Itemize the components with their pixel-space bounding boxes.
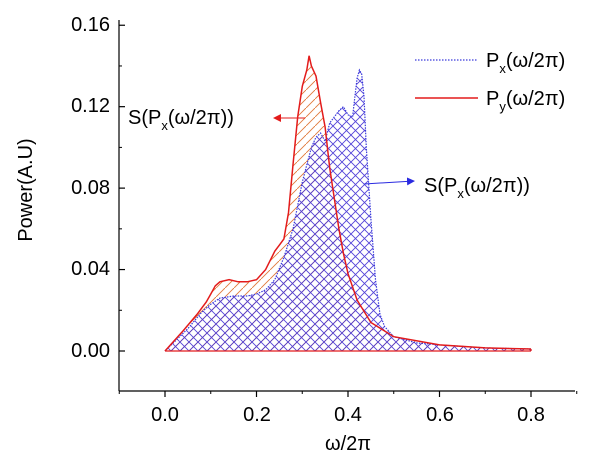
py-series-line: [164, 55, 532, 352]
legend-label-py: Py(ω/2π): [486, 88, 565, 114]
legend: Px(ω/2π) Py(ω/2π): [415, 50, 565, 114]
x-tick-label: 0.0: [151, 404, 179, 426]
x-tick-label: 0.8: [517, 404, 545, 426]
y-tick-label: 0.00: [71, 340, 110, 362]
x-tick-label: 0.2: [243, 404, 271, 426]
axis-ticks: [118, 24, 578, 397]
px-area-fill: [165, 70, 531, 351]
px-series-line: [164, 68, 532, 352]
x-tick-label: 0.4: [334, 404, 362, 426]
legend-label-px: Px(ω/2π): [486, 50, 565, 76]
annotation-left-label: S(Px(ω/2π)): [128, 107, 234, 133]
x-tick-label: 0.6: [426, 404, 454, 426]
y-tick-label: 0.08: [71, 177, 110, 199]
annotation-left: S(Px(ω/2π)): [128, 107, 305, 133]
annotation-right-arrow: [363, 177, 415, 186]
y-tick-label: 0.16: [71, 14, 110, 36]
annotation-right-label: S(Px(ω/2π)): [424, 175, 530, 201]
annotation-right: S(Px(ω/2π)): [363, 175, 530, 201]
y-tick-label: 0.04: [71, 258, 110, 280]
y-axis-title: Power(A.U): [15, 138, 37, 241]
y-tick-label: 0.12: [71, 95, 110, 117]
plot-area: [164, 55, 532, 352]
x-axis-title: ω/2π: [325, 433, 371, 455]
